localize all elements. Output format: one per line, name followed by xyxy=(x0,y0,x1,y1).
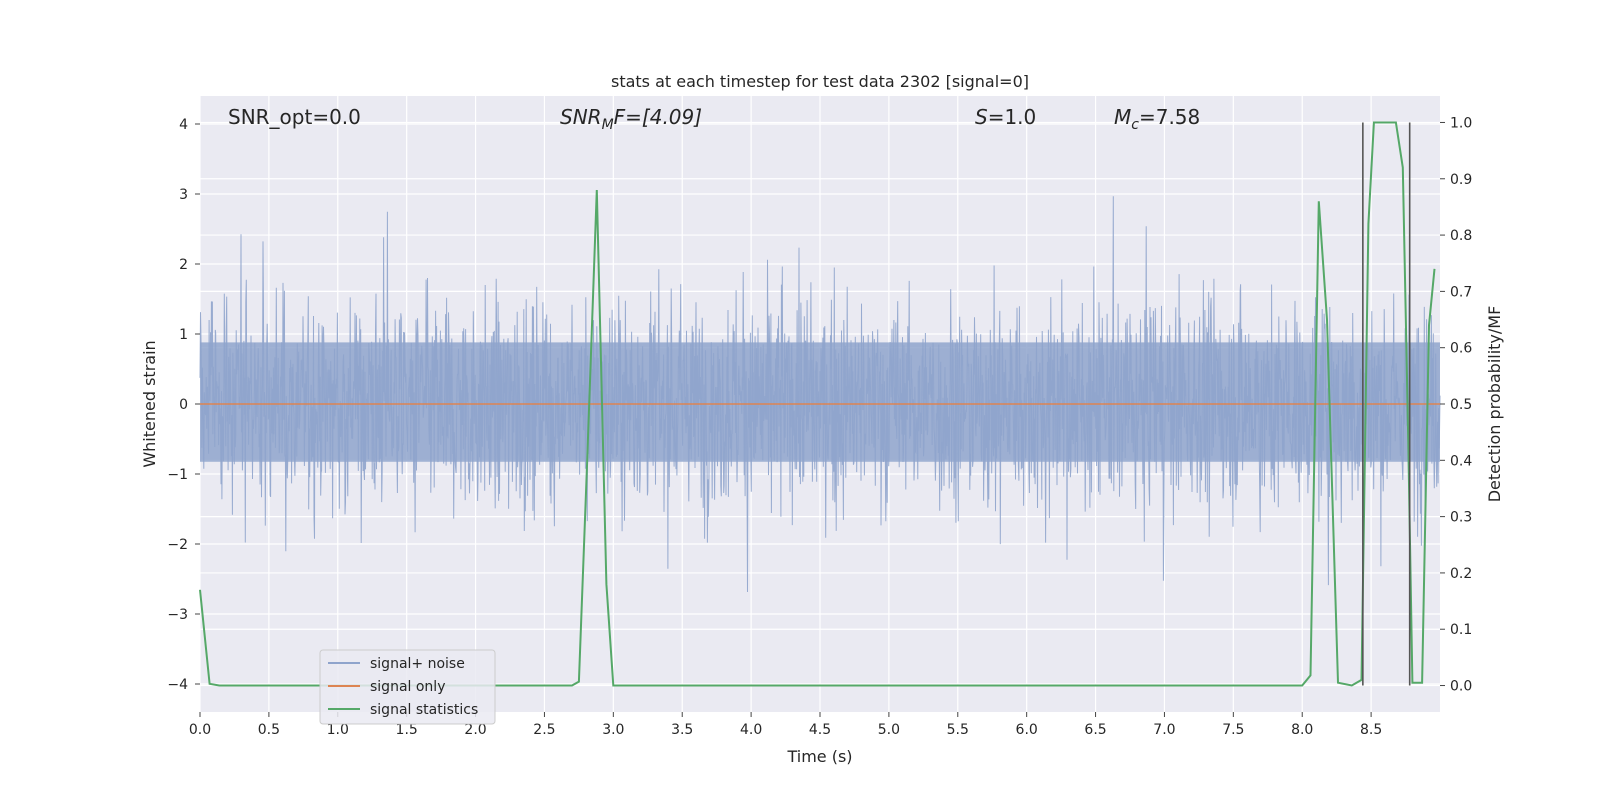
y-tick-label: 2 xyxy=(179,257,188,273)
x-tick-label: 0.0 xyxy=(189,722,211,738)
y-tick-label: −1 xyxy=(167,467,188,483)
x-axis-ticks: 0.0 0.5 1.0 1.5 2.0 2.5 3.0 3.5 4.0 4.5 5.0 5.5 6.0 6… xyxy=(189,712,1382,738)
y-tick-label: 1 xyxy=(179,327,188,343)
x-tick-label: 1.5 xyxy=(396,722,418,738)
y-tick-label: 4 xyxy=(179,117,188,133)
series-signal-statistics xyxy=(199,121,1436,687)
y-axis-ticks: 4 3 2 1 0 −1 −2 −3 −4 xyxy=(167,117,200,693)
x-tick-label: 7.0 xyxy=(1153,722,1175,738)
y-tick-label: −2 xyxy=(167,537,188,553)
legend: signal+ noise signal only signal statist… xyxy=(319,649,496,725)
mc-value: =7.58 xyxy=(1139,105,1200,129)
x-tick-label: 6.5 xyxy=(1084,722,1106,738)
legend-label-noise: signal+ noise xyxy=(370,656,465,672)
x-tick-label: 2.5 xyxy=(533,722,555,738)
s-value: =1.0 xyxy=(988,105,1037,129)
x-tick-label: 5.5 xyxy=(947,722,969,738)
y-tick-label: 0 xyxy=(179,397,188,413)
y-tick-label: 3 xyxy=(179,187,188,203)
snr-mf-label: SNR xyxy=(560,105,602,129)
y-tick-label: −4 xyxy=(167,677,188,693)
stats-line xyxy=(199,121,1436,687)
y2-axis-ticks: 1.0 0.9 0.8 0.7 0.6 0.5 0.4 0.3 0.2 0.1 0.0 xyxy=(1440,115,1472,695)
y-tick-label: −3 xyxy=(167,607,188,623)
x-tick-label: 1.0 xyxy=(327,722,349,738)
snr-mf-subscript: M xyxy=(602,117,614,133)
x-tick-label: 6.0 xyxy=(1016,722,1038,738)
annotation-s: S=1.0 xyxy=(975,105,1036,129)
legend-box xyxy=(319,649,496,725)
annotation-snr-mf: SNRMF=[4.09] xyxy=(560,105,702,133)
chart-title: stats at each timestep for test data 230… xyxy=(611,72,1029,91)
y2-tick-label: 0.6 xyxy=(1450,341,1472,357)
x-tick-label: 2.0 xyxy=(464,722,486,738)
y2-tick-label: 0.5 xyxy=(1450,397,1472,413)
noise-trace xyxy=(199,196,1441,593)
snr-mf-value: F=[4.09] xyxy=(614,105,702,129)
mc-subscript: c xyxy=(1131,117,1139,133)
y-axis-label: Whitened strain xyxy=(140,340,159,467)
annotation-snr-opt: SNR_opt=0.0 xyxy=(228,105,361,129)
s-label: S xyxy=(975,105,988,129)
annotation-mc: Mc=7.58 xyxy=(1114,105,1200,133)
x-axis-label: Time (s) xyxy=(786,747,852,766)
x-tick-label: 8.0 xyxy=(1291,722,1313,738)
x-tick-label: 0.5 xyxy=(258,722,280,738)
vertical-markers xyxy=(1362,122,1411,686)
y2-tick-label: 0.1 xyxy=(1450,622,1472,638)
y2-tick-label: 0.7 xyxy=(1450,284,1472,300)
x-tick-label: 7.5 xyxy=(1222,722,1244,738)
y2-tick-label: 0.3 xyxy=(1450,510,1472,526)
legend-label-stats: signal statistics xyxy=(370,702,478,718)
series-signal-noise xyxy=(199,196,1441,593)
mc-label: M xyxy=(1114,105,1131,129)
y2-tick-label: 0.9 xyxy=(1450,172,1472,188)
y2-tick-label: 0.2 xyxy=(1450,566,1472,582)
x-tick-label: 5.0 xyxy=(878,722,900,738)
x-tick-label: 3.5 xyxy=(671,722,693,738)
y2-tick-label: 0.8 xyxy=(1450,228,1472,244)
y2-tick-label: 0.4 xyxy=(1450,453,1472,469)
x-tick-label: 4.5 xyxy=(809,722,831,738)
y2-tick-label: 1.0 xyxy=(1450,115,1472,131)
y2-axis-label: Detection probability/MF xyxy=(1485,306,1504,503)
x-tick-label: 8.5 xyxy=(1360,722,1382,738)
x-tick-label: 3.0 xyxy=(602,722,624,738)
y2-tick-label: 0.0 xyxy=(1450,679,1472,695)
legend-label-signal: signal only xyxy=(370,679,445,695)
x-tick-label: 4.0 xyxy=(740,722,762,738)
